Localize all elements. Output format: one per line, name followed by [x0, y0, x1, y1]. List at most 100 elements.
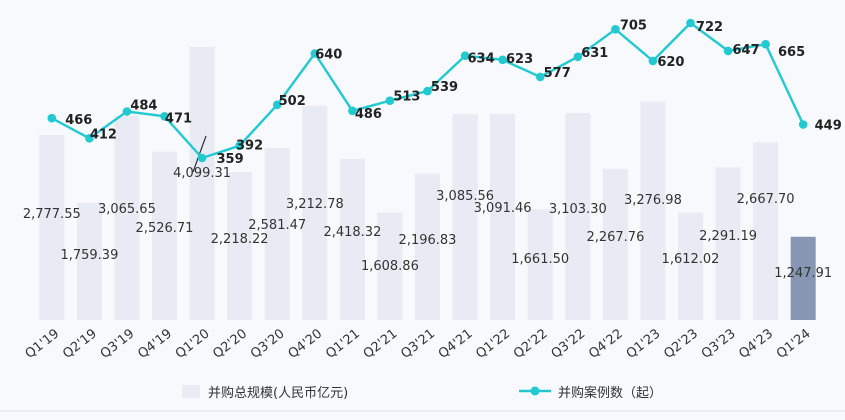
bar — [452, 114, 478, 320]
bar — [565, 113, 591, 320]
bar — [753, 142, 779, 320]
line-value-label: 705 — [620, 18, 647, 33]
line-value-label: 665 — [778, 45, 805, 60]
line-value-label: 513 — [393, 90, 420, 105]
bar — [339, 158, 365, 320]
bar-value-label: 3,085.56 — [436, 189, 494, 204]
bar-value-label: 2,196.83 — [399, 233, 457, 248]
line-point — [235, 141, 244, 150]
line-point — [611, 25, 620, 34]
x-tick-label: Q2'21 — [361, 326, 401, 362]
bar-value-label: 3,276.98 — [624, 193, 682, 208]
x-tick-label: Q2'19 — [60, 326, 100, 362]
bar-value-labels: 2,777.55 1,759.39 3,065.65 2,526.71 4,099.31… — [23, 166, 832, 281]
bar — [490, 113, 516, 321]
line-value-label: 577 — [544, 66, 571, 81]
bar-value-label: 2,581.47 — [248, 218, 306, 233]
line-point — [348, 106, 357, 116]
line-point — [798, 120, 808, 129]
line-point — [47, 113, 57, 123]
bar-value-label: 2,218.22 — [211, 232, 269, 247]
line-point — [723, 46, 733, 56]
x-tick-label: Q2'20 — [210, 326, 250, 362]
bar — [790, 236, 816, 320]
line-value-label: 471 — [165, 111, 192, 126]
line-value-label: 502 — [279, 94, 306, 109]
bar — [227, 172, 253, 320]
line-point — [197, 153, 207, 163]
x-tick-label: Q1'23 — [624, 326, 664, 362]
line-value-label: 484 — [130, 99, 157, 114]
bar-value-label: 3,212.78 — [286, 197, 344, 212]
bar-value-label: 1,759.39 — [60, 248, 118, 263]
line-series — [47, 18, 808, 163]
bar — [114, 115, 140, 320]
bar-value-label: 2,777.55 — [23, 207, 81, 222]
x-tick-label: Q4'21 — [436, 326, 476, 362]
bar-value-label: 2,267.76 — [586, 230, 644, 245]
line-value-label: 412 — [90, 127, 117, 142]
line-value-label: 466 — [65, 113, 92, 128]
bar-series — [39, 46, 816, 321]
line-point — [423, 86, 432, 96]
legend-bar-swatch — [182, 385, 200, 398]
x-tick-label: Q1'19 — [23, 326, 63, 362]
bar-value-label: 4,099.31 — [173, 166, 231, 181]
bar — [377, 212, 403, 320]
bar — [602, 168, 628, 320]
line-point — [272, 100, 282, 110]
legend-bar-label: 并购总规模(人民币亿元) — [208, 385, 348, 401]
bar-value-label: 1,247.91 — [774, 266, 832, 281]
x-tick-label: Q1'21 — [323, 326, 363, 362]
x-tick-label: Q4'22 — [586, 326, 626, 362]
line-point — [573, 52, 583, 62]
bar-value-label: 1,612.02 — [662, 252, 720, 267]
line-point — [686, 18, 695, 28]
line-point — [498, 55, 507, 65]
line-value-label: 359 — [217, 152, 244, 167]
bar-value-label: 2,667.70 — [737, 192, 795, 207]
x-tick-label: Q4'19 — [135, 326, 175, 362]
bar — [302, 105, 328, 320]
line-value-label: 647 — [733, 43, 760, 58]
bar — [640, 101, 666, 320]
legend: 并购总规模(人民币亿元) 并购案例数（起） — [182, 385, 662, 401]
x-tick-label: Q3'19 — [98, 326, 138, 362]
line-point — [460, 51, 470, 60]
line-value-label: 631 — [581, 46, 608, 61]
x-tick-label: Q3'20 — [248, 326, 288, 362]
x-tick-label: Q2'23 — [661, 326, 701, 362]
bar — [152, 151, 177, 320]
bar-value-label: 1,608.86 — [361, 259, 419, 274]
x-tick-label: Q4'20 — [286, 326, 326, 362]
line-point — [648, 56, 658, 66]
line-point — [122, 107, 132, 116]
x-tick-label: Q1'22 — [473, 326, 513, 362]
line-value-label: 634 — [468, 52, 495, 67]
line-value-label: 486 — [355, 107, 382, 122]
bar-value-label: 2,526.71 — [136, 221, 194, 236]
x-tick-label: Q1'24 — [774, 326, 814, 362]
legend-line-marker — [530, 386, 540, 396]
bar — [678, 212, 703, 320]
bar-value-label: 3,065.65 — [98, 202, 156, 217]
x-tick-label: Q3'21 — [398, 326, 438, 362]
x-tick-label: Q4'23 — [736, 326, 776, 362]
x-tick-label: Q3'23 — [699, 326, 739, 362]
bar — [76, 202, 102, 320]
line-value-label: 640 — [315, 48, 342, 63]
bar-value-label: 2,291.19 — [699, 229, 757, 244]
bar — [527, 209, 553, 320]
bar — [39, 134, 65, 320]
line-value-label: 623 — [506, 52, 533, 67]
line-point — [761, 39, 770, 49]
bar-value-label: 2,418.32 — [323, 225, 381, 240]
line-point — [85, 134, 94, 143]
line-point — [385, 96, 395, 105]
x-tick-label: Q2'22 — [511, 326, 551, 362]
bar — [264, 147, 290, 320]
bar — [415, 173, 440, 320]
bar — [189, 46, 215, 320]
line-point — [160, 112, 169, 121]
